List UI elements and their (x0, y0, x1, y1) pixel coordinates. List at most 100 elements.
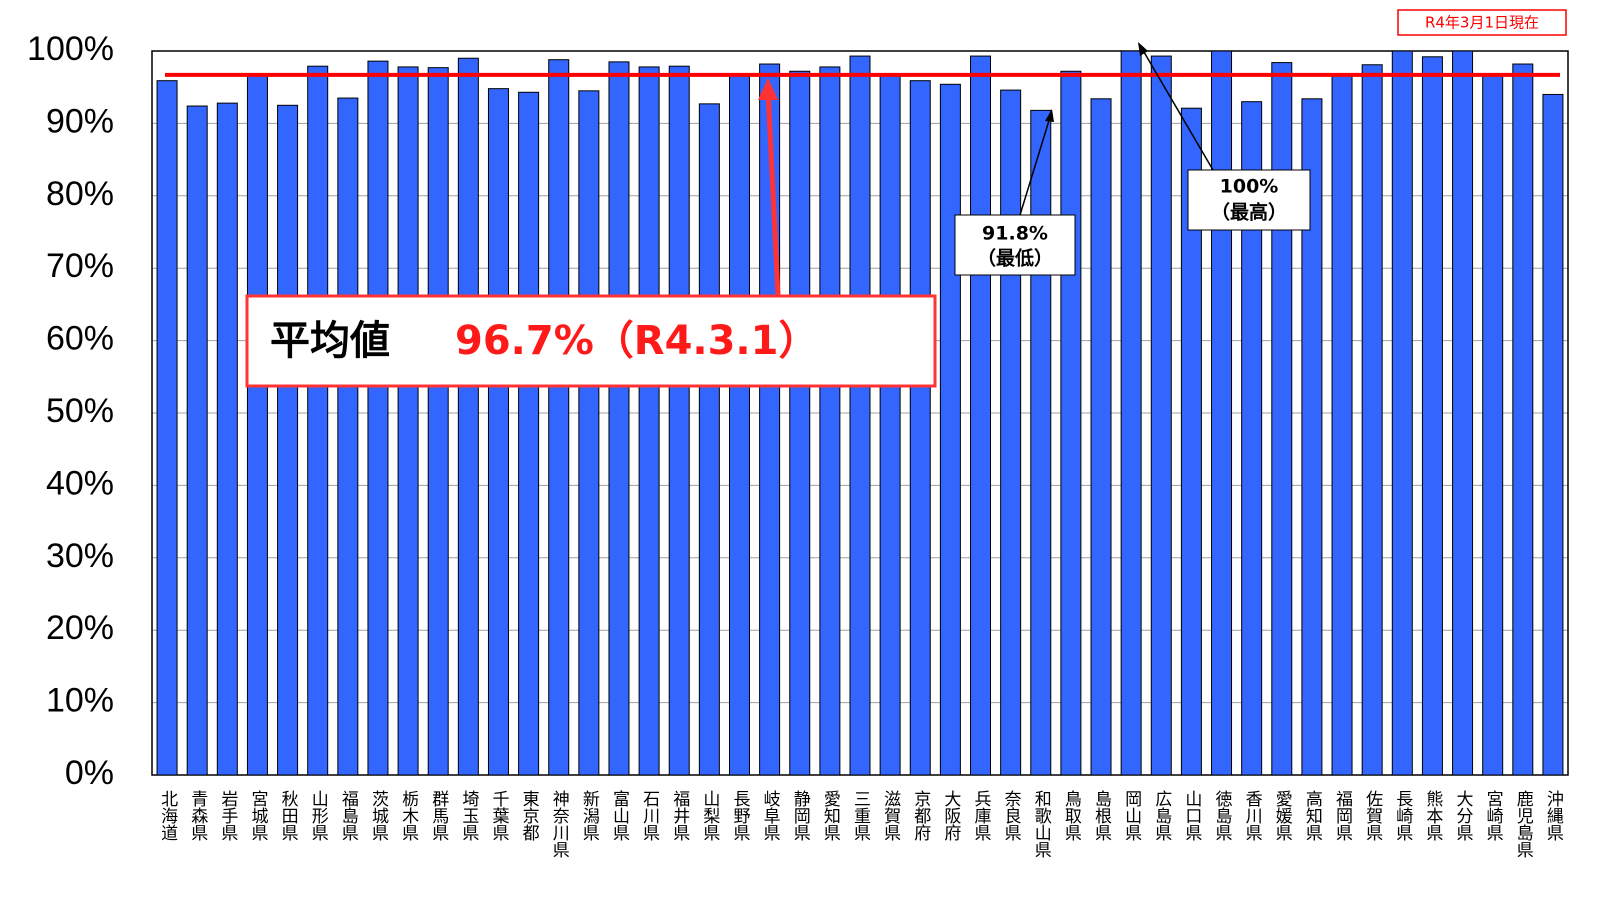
bar (1180, 107, 1202, 776)
y-tick-label: 100% (27, 30, 114, 68)
y-tick-label: 60% (46, 320, 114, 358)
average-box (245, 294, 937, 388)
max-box (1187, 169, 1311, 231)
x-tick-label: 千葉県 (488, 790, 509, 841)
bar (277, 104, 299, 776)
bar (728, 73, 750, 776)
bar (1211, 50, 1233, 776)
y-tick-label: 50% (46, 392, 114, 430)
bar (789, 70, 811, 776)
x-tick-label: 岩手県 (217, 790, 238, 841)
x-tick-label: 岐阜県 (760, 790, 781, 841)
x-tick-label: 奈良県 (1001, 790, 1022, 841)
y-tick-label: 70% (46, 247, 114, 285)
bar (849, 55, 871, 776)
average-arrowhead (758, 78, 778, 100)
x-tick-label: 秋田県 (278, 790, 299, 841)
note: R4年3月1日現在 (1425, 14, 1539, 32)
x-tick-label: 佐賀県 (1362, 790, 1383, 841)
x-tick-label: 埼玉県 (458, 790, 479, 841)
bar (1090, 98, 1112, 776)
min-arrowhead (1045, 109, 1054, 122)
bar (1452, 50, 1474, 776)
bar (518, 91, 540, 776)
bar (939, 83, 961, 776)
x-tick-label: 宮崎県 (1483, 790, 1504, 841)
x-tick-label: 熊本県 (1422, 790, 1443, 841)
x-tick-label: 兵庫県 (971, 790, 992, 841)
x-tick-label: 京都府 (910, 790, 931, 842)
bar (186, 105, 208, 776)
bar (548, 59, 570, 776)
bar (246, 73, 268, 776)
x-tick-label: 群馬県 (428, 790, 449, 841)
min-box (954, 214, 1076, 276)
annotations: 平均値 96.7%（R4.3.1） 91.8% （最低） 100% （最高） (245, 42, 1311, 388)
x-tick-label: 静岡県 (790, 790, 811, 841)
bar (1512, 63, 1534, 776)
bar (307, 65, 329, 776)
x-tick-label: 宮城県 (247, 790, 268, 841)
bar (1391, 50, 1413, 776)
bar (1120, 50, 1142, 776)
x-tick-label: 福島県 (338, 790, 359, 841)
y-tick-label: 10% (46, 682, 114, 720)
average-arrow (765, 89, 781, 297)
x-tick-label: 栃木県 (398, 790, 419, 841)
x-tick-label: 福岡県 (1332, 790, 1353, 841)
bar (427, 67, 449, 776)
x-tick-label: 大分県 (1453, 790, 1474, 841)
bar (578, 90, 600, 776)
plot-area: 0% 10% 20% 30% 40% 50% 60% 70% 80% 90% 100% 北海道 青森県岩… (27, 30, 1569, 858)
y-tick-label: 30% (46, 537, 114, 575)
bar (487, 88, 509, 776)
y-tick-label: 40% (46, 464, 114, 502)
x-tick-label: 香川県 (1242, 790, 1263, 841)
min-annotation: 91.8% (982, 223, 1048, 245)
bar (1421, 56, 1443, 776)
bar (1000, 89, 1022, 776)
bar (337, 97, 359, 776)
y-tick-label: 20% (46, 609, 114, 647)
x-tick-label: 富山県 (609, 790, 630, 841)
x-tick-label: 高知県 (1302, 790, 1323, 841)
max-annotation: （最高） (1211, 201, 1287, 224)
max-annotation: 100% (1220, 176, 1279, 198)
x-tick-label: 沖縄県 (1543, 790, 1564, 841)
bar (367, 60, 389, 776)
bar (1271, 62, 1293, 776)
x-tick-label: 鳥取県 (1061, 790, 1082, 841)
y-tick-label: 0% (65, 754, 114, 792)
x-tick-label: 長崎県 (1392, 790, 1413, 841)
min-annotation: （最低） (977, 247, 1053, 270)
bar (1150, 55, 1172, 776)
bar (457, 57, 479, 776)
bar (698, 103, 720, 776)
x-tick-label: 石川県 (639, 790, 660, 841)
x-tick-label: 神奈川県 (549, 790, 570, 858)
min-arrow (1019, 113, 1052, 216)
x-tick-label: 徳島県 (1212, 790, 1233, 841)
bar (1301, 98, 1323, 776)
bar (216, 102, 238, 776)
max-arrowhead (1138, 42, 1148, 56)
x-tick-label: 和歌山県 (1031, 790, 1052, 858)
max-arrow (1140, 46, 1214, 171)
x-tick-label: 山口県 (1181, 790, 1202, 841)
bar (879, 73, 901, 776)
x-tick-label: 島根県 (1091, 790, 1112, 841)
x-tick-label: 新潟県 (579, 790, 600, 841)
x-tick-label: 福井県 (669, 790, 690, 841)
x-tick-label: 大阪府 (940, 790, 961, 842)
bar (1331, 73, 1353, 776)
bar (1482, 73, 1504, 776)
x-tick-label: 鹿児島県 (1513, 790, 1534, 858)
x-tick-label: 滋賀県 (880, 790, 901, 841)
average-label: 平均値 (270, 318, 390, 364)
x-tick-label: 愛媛県 (1272, 790, 1293, 841)
x-tick-label: 北海道 (157, 790, 178, 841)
bar (1060, 70, 1082, 776)
bar (1030, 109, 1052, 776)
x-tick-label: 岡山県 (1121, 790, 1142, 841)
